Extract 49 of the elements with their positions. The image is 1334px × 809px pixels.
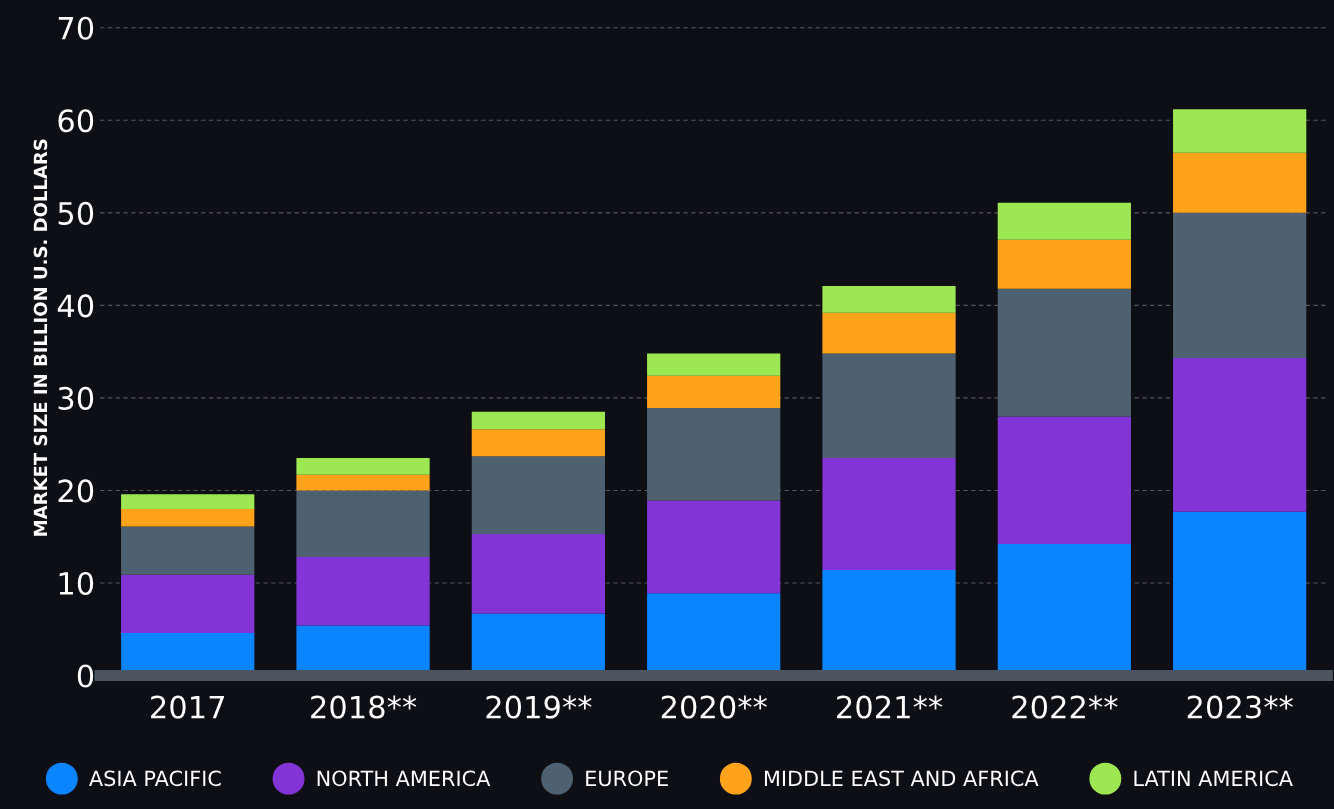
- bar: [1173, 212, 1307, 359]
- legend-label: LATIN AMERICA: [1134, 770, 1293, 787]
- legend-label: NORTH AMERICA: [317, 770, 491, 787]
- bar: [471, 411, 605, 430]
- bar: [1173, 358, 1307, 512]
- y-axis-title: MARKET SIZE IN BILLION U.S. DOLLARS: [33, 139, 48, 536]
- x-tick-label: 2019**: [486, 695, 592, 719]
- bar: [296, 458, 430, 475]
- bar: [647, 408, 781, 501]
- bar: [647, 500, 781, 594]
- bar: [822, 353, 956, 459]
- bar: [121, 574, 255, 633]
- bar: [822, 312, 956, 354]
- bar: [647, 375, 781, 409]
- bar: [997, 416, 1131, 545]
- legend-label: MIDDLE EAST AND AFRICA: [764, 770, 1039, 787]
- bar: [997, 288, 1131, 417]
- y-tick-label: 40: [57, 294, 94, 318]
- x-tick-label: 2021**: [837, 695, 943, 719]
- bar: [647, 353, 781, 376]
- x-tick-label: 2018**: [311, 695, 417, 719]
- bar: [822, 458, 956, 571]
- x-tick-label: 2017: [151, 695, 224, 719]
- bar: [822, 285, 956, 313]
- y-tick-label: 10: [59, 571, 94, 596]
- bar: [471, 456, 605, 534]
- legend-label: ASIA PACIFIC: [89, 770, 221, 787]
- y-tick-label: 20: [58, 479, 94, 503]
- legend-label: EUROPE: [586, 770, 668, 787]
- bar: [296, 474, 430, 491]
- y-tick-label: 70: [58, 16, 94, 40]
- bar: [121, 526, 255, 575]
- x-tick-label: 2023**: [1187, 695, 1293, 719]
- y-tick-label: 30: [58, 386, 94, 410]
- bar: [471, 533, 605, 614]
- bar: [1173, 109, 1307, 153]
- bar: [471, 429, 605, 457]
- bar: [121, 494, 255, 509]
- bar: [997, 202, 1131, 240]
- bar: [1173, 152, 1307, 213]
- y-tick-label: 60: [58, 109, 94, 133]
- y-tick-label: 50: [58, 201, 94, 225]
- bar: [296, 490, 430, 558]
- y-tick-label: 0: [77, 664, 94, 688]
- bar: [121, 508, 255, 527]
- bar: [296, 557, 430, 626]
- x-tick-label: 2022**: [1012, 695, 1118, 719]
- bar: [997, 239, 1131, 289]
- x-tick-label: 2020**: [661, 695, 767, 719]
